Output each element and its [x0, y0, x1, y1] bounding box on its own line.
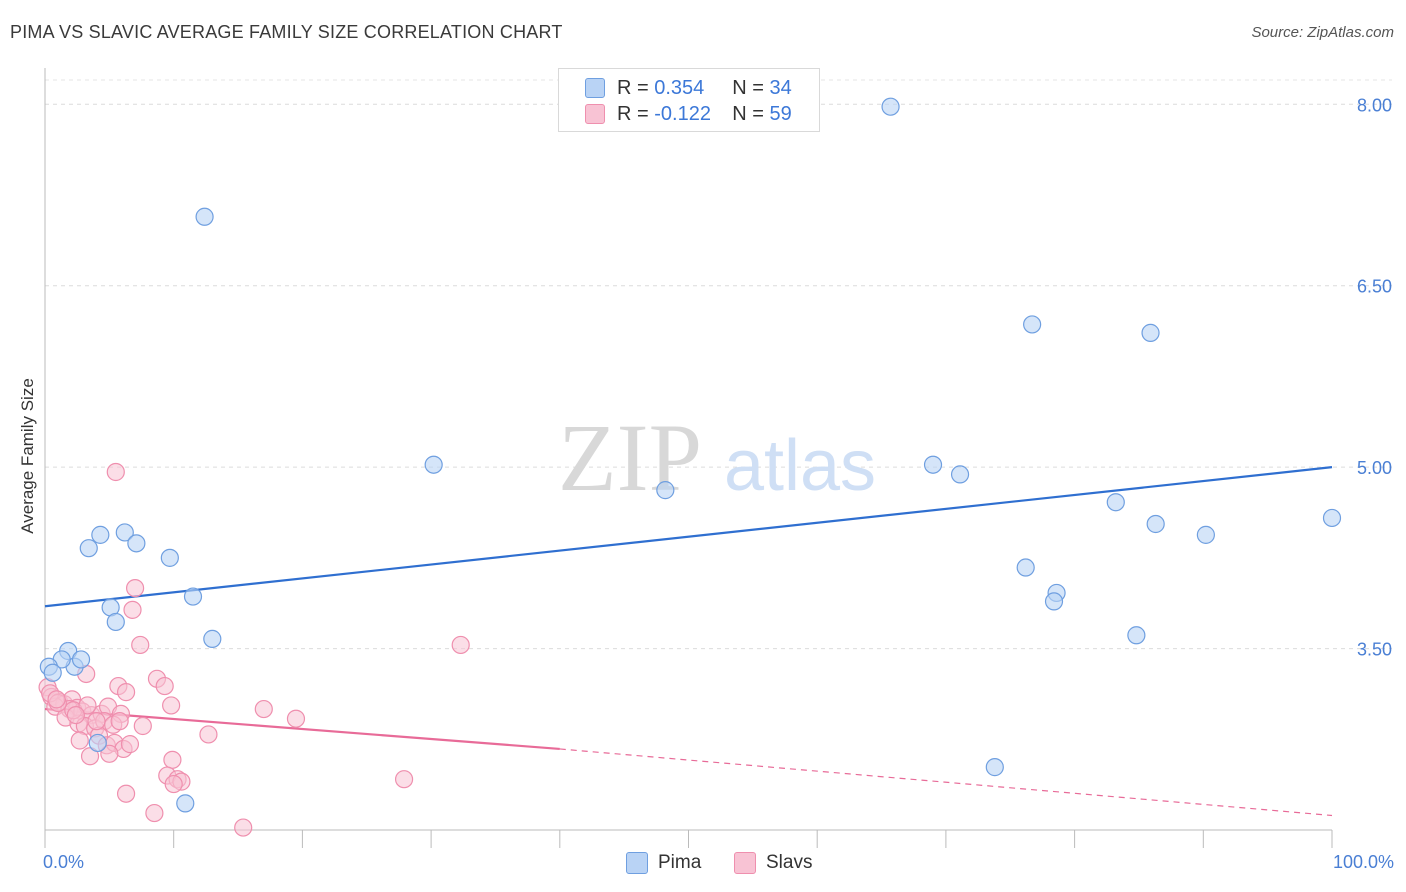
slavs-point [116, 683, 136, 702]
y-tick-label: 3.50 [1357, 640, 1392, 660]
correlation-legend: R = 0.354 N = 34 R = -0.122 N = 59 [558, 68, 820, 132]
pima-point [43, 663, 62, 682]
slavs-points [38, 462, 470, 837]
pima-point [183, 587, 203, 606]
slavs-point [87, 712, 106, 731]
slavs-point [254, 699, 273, 719]
slavs-point [162, 696, 181, 715]
slavs-point [78, 696, 97, 715]
pima-point [1146, 514, 1165, 534]
x-tick-label: 100.0% [1333, 852, 1394, 872]
legend-row-slavs: R = -0.122 N = 59 [559, 101, 792, 127]
slavs-legend-label: Slavs [766, 852, 813, 873]
bottom-legend-slavs: Slavs [734, 852, 812, 874]
pima-point [176, 794, 195, 813]
legend-r-label: R = [617, 76, 649, 99]
x-tick-label: 0.0% [43, 852, 84, 872]
slavs-point [100, 744, 119, 763]
slavs-point [145, 803, 164, 823]
slavs-point [66, 705, 85, 725]
slavs-point [286, 709, 306, 728]
watermark-atlas: atlas [724, 426, 876, 506]
slavs-point [164, 774, 183, 794]
pima-point [950, 465, 970, 484]
legend-row-pima: R = 0.354 N = 34 [559, 75, 792, 101]
slavs-point [110, 712, 129, 731]
y-tick-label: 6.50 [1357, 277, 1392, 297]
pima-point [1127, 626, 1146, 645]
slavs-point [155, 676, 174, 696]
gridlines [45, 79, 1392, 650]
pima-point [1023, 315, 1042, 334]
pima-point [127, 534, 146, 553]
legend-n-label: N = [732, 76, 764, 99]
pima-point [1141, 323, 1160, 342]
y-tick-label: 5.00 [1357, 458, 1392, 478]
source-credit: Source: ZipAtlas.com [1251, 24, 1394, 41]
slavs-point [125, 578, 145, 598]
slavs-point [394, 770, 414, 789]
slavs-point [116, 784, 136, 803]
pima-point [1196, 525, 1215, 544]
pima-points [39, 97, 1342, 813]
pima-point [79, 539, 98, 558]
pima-point [881, 97, 900, 116]
slavs-point [133, 716, 152, 736]
pima-point [1044, 592, 1064, 611]
pima-point [985, 758, 1004, 777]
legend-r-label: R = [617, 102, 649, 125]
slavs-trend-line [44, 707, 560, 751]
legend-n-value: 34 [769, 76, 792, 99]
y-tick-label: 8.00 [1357, 95, 1392, 115]
bottom-legend-pima: Pima [626, 852, 701, 874]
pima-point [1106, 493, 1125, 512]
slavs-point [234, 818, 253, 837]
pima-legend-label: Pima [658, 852, 702, 873]
pima-swatch [585, 78, 605, 98]
slavs-point [106, 462, 125, 482]
watermark: ZIP atlas [558, 404, 876, 511]
tick-labels: 3.50 5.00 6.50 8.00 0.0% 100.0% [43, 95, 1394, 872]
slavs-trend-extension [559, 748, 1333, 817]
pima-point [106, 612, 125, 632]
legend-r-value: 0.354 [654, 76, 705, 99]
legend-n-value: 59 [769, 102, 792, 125]
pima-point [424, 455, 443, 474]
pima-point [203, 629, 222, 648]
slavs-point [451, 635, 470, 655]
pima-point [1322, 508, 1342, 528]
watermark-zip: ZIP [558, 404, 702, 511]
pima-trend-line [44, 466, 1333, 608]
slavs-point [70, 731, 89, 750]
pima-legend-swatch [626, 852, 648, 874]
pima-point [923, 455, 943, 474]
legend-n-label: N = [732, 102, 764, 125]
pima-point [160, 548, 179, 567]
pima-point [91, 525, 110, 544]
pima-point [195, 207, 214, 226]
slavs-point [47, 690, 66, 709]
legend-r-value: -0.122 [654, 102, 711, 125]
slavs-point [120, 735, 140, 754]
slavs-point [131, 635, 150, 655]
pima-point [71, 650, 91, 669]
pima-point [1016, 558, 1035, 577]
slavs-point [199, 725, 218, 744]
pima-point [88, 733, 107, 753]
slavs-point [123, 600, 142, 619]
slavs-swatch [585, 104, 605, 124]
slavs-point [163, 750, 182, 769]
pima-point [115, 523, 134, 542]
pima-point [656, 481, 675, 500]
trend-lines [44, 466, 1333, 817]
chart-title: PIMA VS SLAVIC AVERAGE FAMILY SIZE CORRE… [10, 22, 563, 42]
slavs-legend-swatch [734, 852, 756, 874]
